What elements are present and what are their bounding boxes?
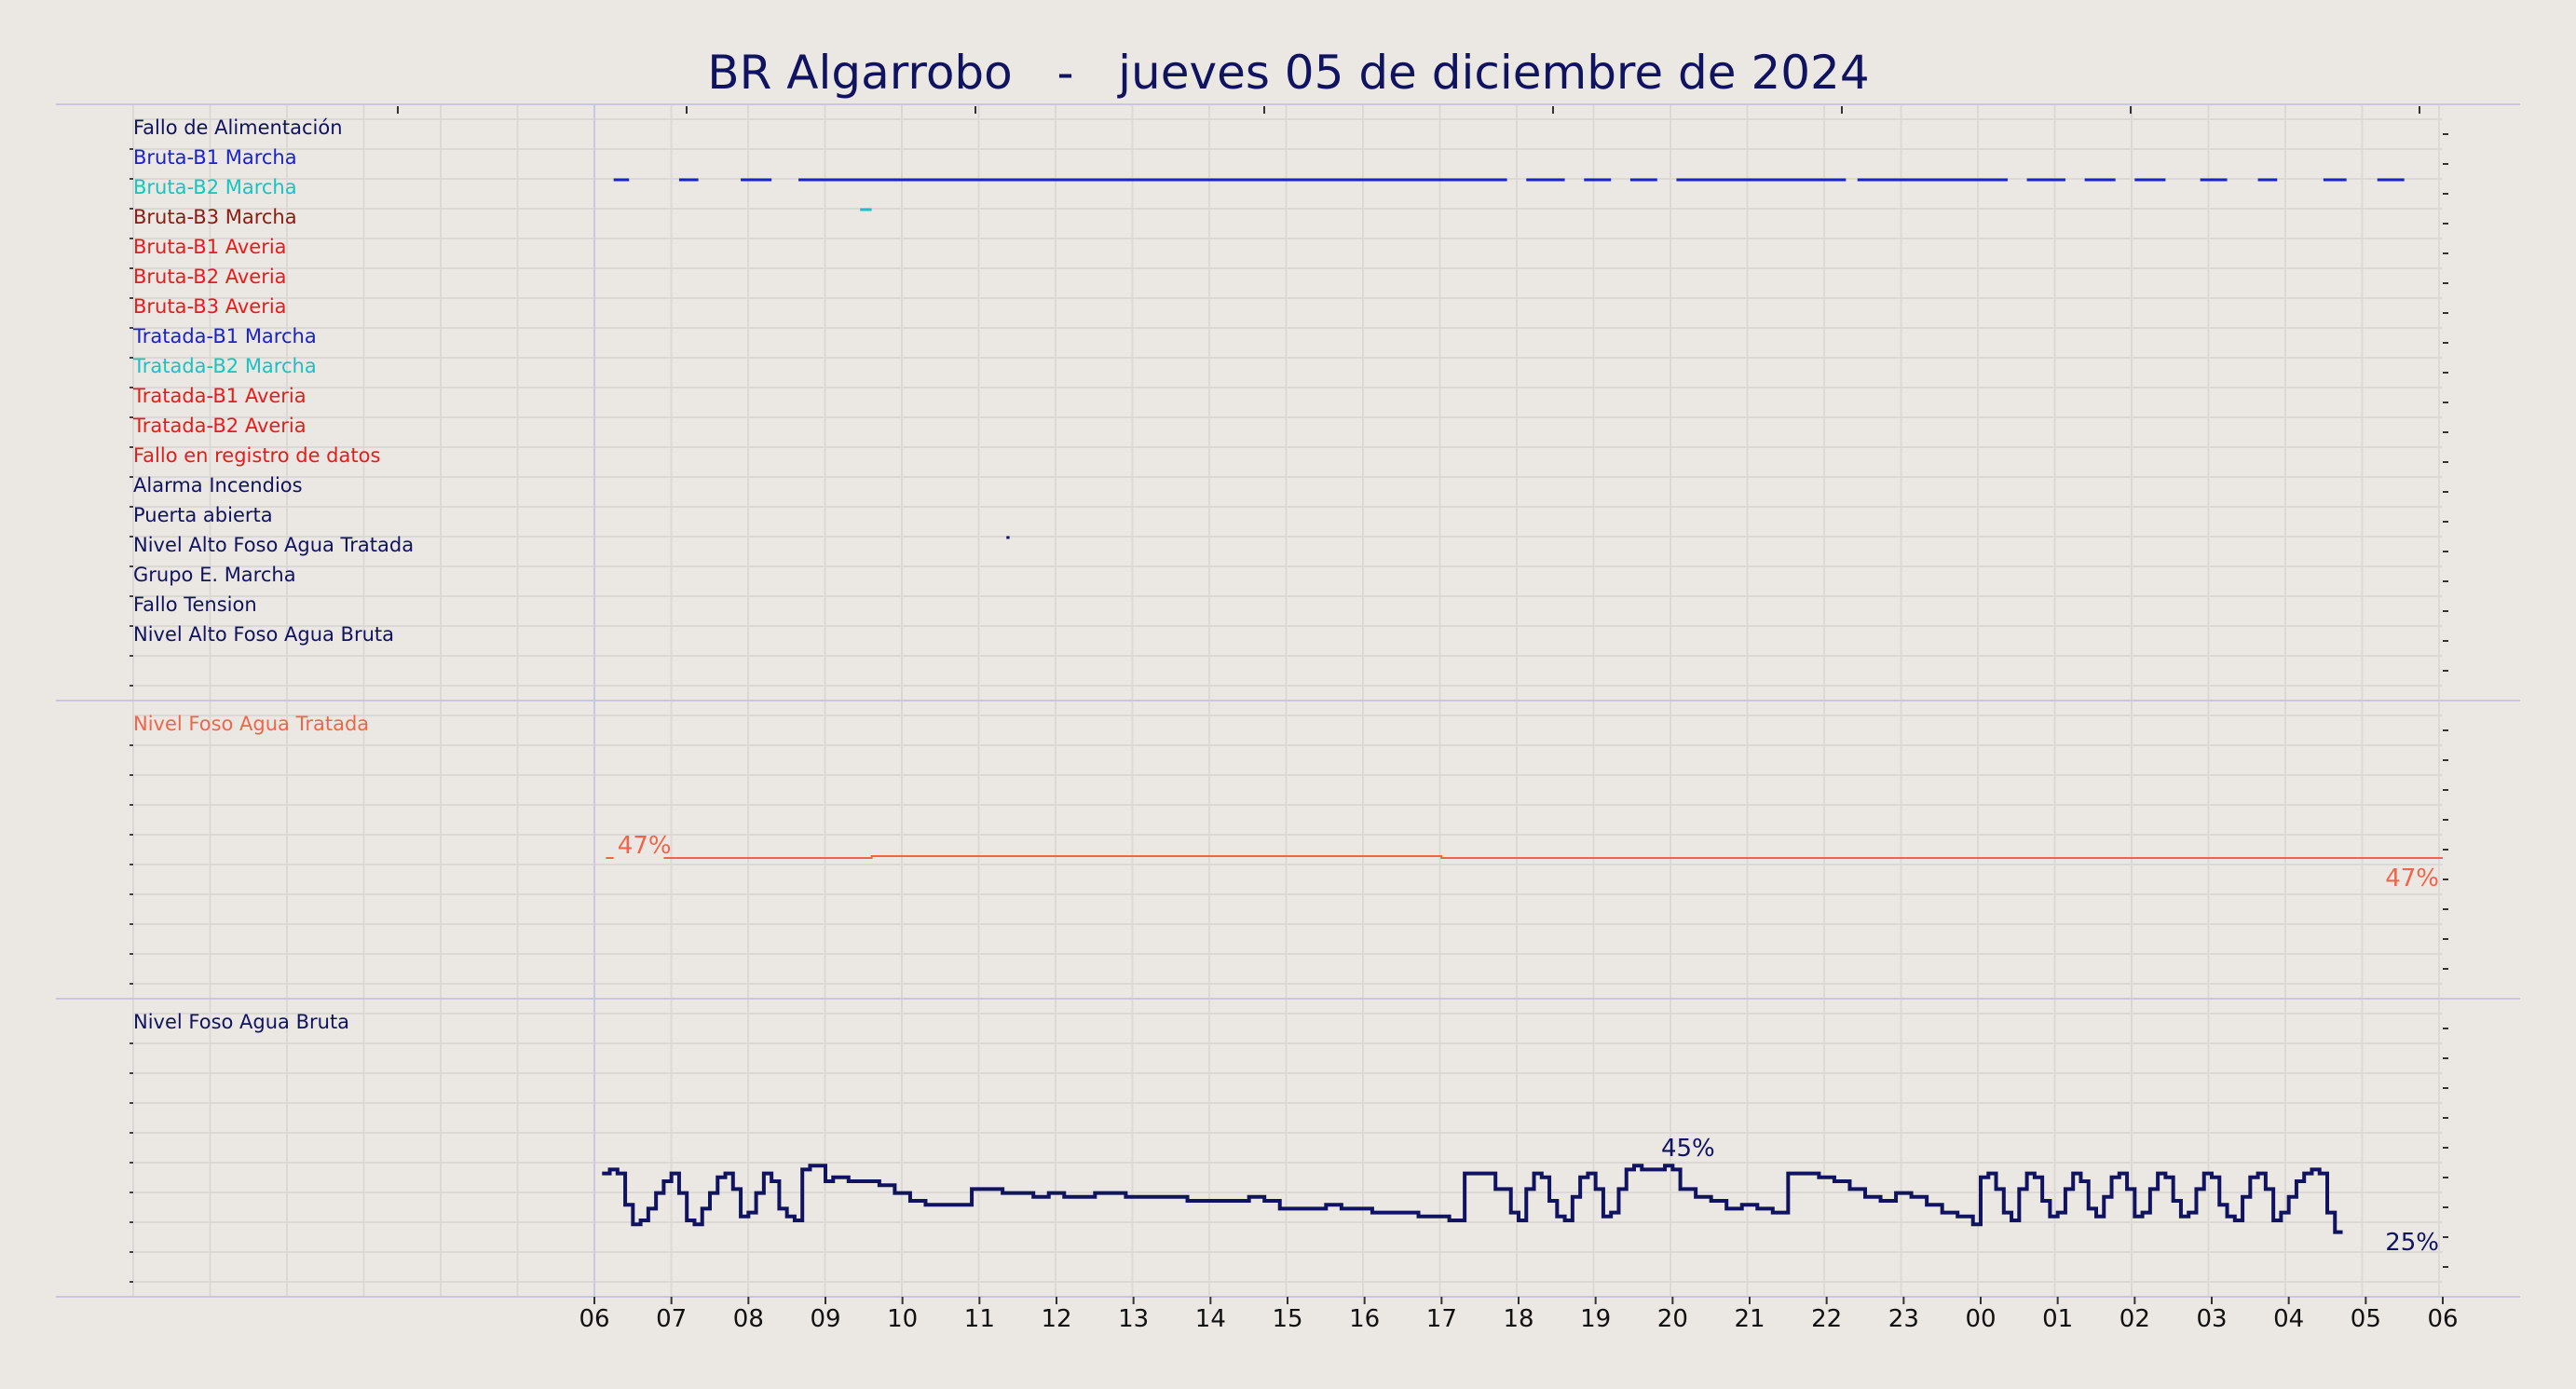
signal-label: Fallo en registro de datos xyxy=(133,444,380,467)
x-tick-label: 23 xyxy=(1888,1305,1919,1333)
bruta-end-label: 25% xyxy=(2385,1229,2439,1257)
tratada-line xyxy=(663,855,2443,859)
bruta-line xyxy=(602,1164,2343,1234)
signal-label: Bruta-B1 Averia xyxy=(133,236,287,258)
signal-label: Grupo E. Marcha xyxy=(133,564,296,586)
chart-title: BR Algarrobo - jueves 05 de diciembre de… xyxy=(707,46,1869,100)
x-tick-label: 09 xyxy=(810,1305,840,1333)
signal-label: Bruta-B1 Marcha xyxy=(133,146,297,169)
x-tick-label: 06 xyxy=(579,1305,609,1333)
signal-label: Bruta-B3 Marcha xyxy=(133,206,297,228)
signal-label: Alarma Incendios xyxy=(133,474,303,497)
x-tick-label: 18 xyxy=(1503,1305,1533,1333)
x-tick-label: 04 xyxy=(2273,1305,2304,1333)
x-tick-label: 20 xyxy=(1657,1305,1688,1333)
x-tick-label: 01 xyxy=(2042,1305,2073,1333)
x-tick-label: 02 xyxy=(2119,1305,2150,1333)
x-tick-label: 05 xyxy=(2351,1305,2381,1333)
x-tick-label: 12 xyxy=(1041,1305,1071,1333)
x-tick-label: 11 xyxy=(964,1305,995,1333)
signal-label: Tratada-B2 Averia xyxy=(132,415,307,437)
signal-label: Tratada-B1 Marcha xyxy=(132,325,317,347)
signal-label: Fallo de Alimentación xyxy=(133,116,343,139)
bruta-peak-label: 45% xyxy=(1661,1135,1715,1163)
x-tick-label: 03 xyxy=(2196,1305,2227,1333)
tratada-start-label: 47% xyxy=(618,832,672,860)
signal-label: Bruta-B3 Averia xyxy=(133,295,287,318)
signal-label: Puerta abierta xyxy=(133,504,273,526)
x-tick-label: 10 xyxy=(887,1305,918,1333)
panel-nivel-tratada: Nivel Foso Agua Tratada 47% 47% xyxy=(133,713,2443,892)
signal-label: Bruta-B2 Marcha xyxy=(133,176,297,198)
x-tick-label: 13 xyxy=(1118,1305,1149,1333)
x-tick-label: 00 xyxy=(1965,1305,1996,1333)
signal-label: Nivel Alto Foso Agua Tratada xyxy=(133,534,414,556)
x-axis: 06 07 08 09 10 11 12 13 14 15 16 17 18 19 20 21 22 23 00 01… xyxy=(579,1297,2459,1333)
x-tick-label: 21 xyxy=(1734,1305,1765,1333)
series-label-tratada: Nivel Foso Agua Tratada xyxy=(133,713,369,735)
signal-label: Bruta-B2 Averia xyxy=(133,266,287,288)
x-tick-label: 17 xyxy=(1426,1305,1457,1333)
x-tick-label: 15 xyxy=(1272,1305,1302,1333)
series-label-bruta: Nivel Foso Agua Bruta xyxy=(133,1011,349,1033)
signal-label: Fallo Tension xyxy=(133,593,257,616)
tratada-end-label: 47% xyxy=(2385,865,2439,892)
x-tick-label: 08 xyxy=(733,1305,764,1333)
x-tick-label: 07 xyxy=(656,1305,687,1333)
x-tick-label: 16 xyxy=(1349,1305,1380,1333)
signal-label: Nivel Alto Foso Agua Bruta xyxy=(133,623,394,646)
x-tick-label: 22 xyxy=(1811,1305,1842,1333)
signal-label: Tratada-B1 Averia xyxy=(132,385,307,407)
x-tick-label: 06 xyxy=(2427,1305,2458,1333)
panel-digital-signals: Fallo de Alimentación Bruta-B1 Marcha Brut… xyxy=(132,116,2405,646)
signal-label: Tratada-B2 Marcha xyxy=(132,355,317,377)
x-tick-label: 19 xyxy=(1580,1305,1611,1333)
x-tick-label: 14 xyxy=(1195,1305,1226,1333)
panel-nivel-bruta: Nivel Foso Agua Bruta 45% 25% xyxy=(133,1011,2439,1257)
